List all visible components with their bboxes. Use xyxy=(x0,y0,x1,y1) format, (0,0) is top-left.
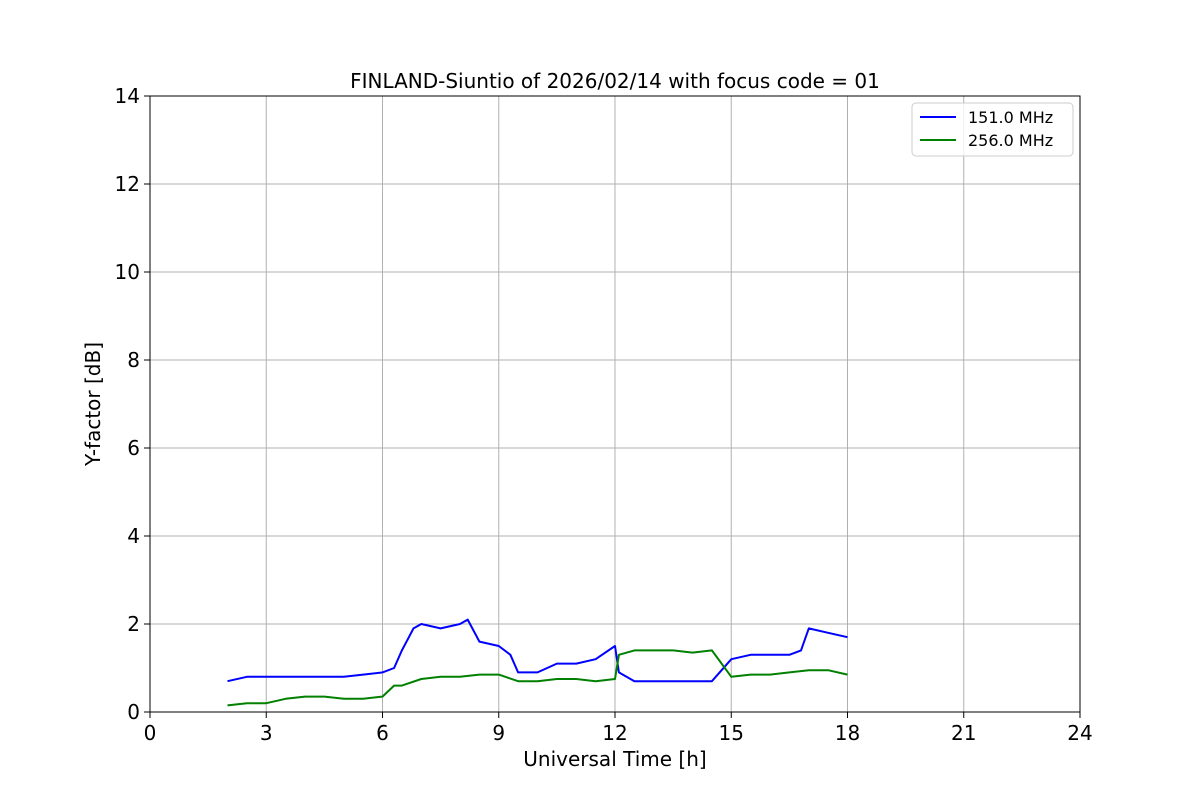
x-tick-label: 6 xyxy=(376,721,389,745)
y-tick-label: 12 xyxy=(115,172,140,196)
y-tick-label: 14 xyxy=(115,84,140,108)
chart-title: FINLAND-Siuntio of 2026/02/14 with focus… xyxy=(350,69,880,93)
x-tick-label: 3 xyxy=(260,721,273,745)
x-tick-label: 15 xyxy=(719,721,744,745)
y-tick-label: 6 xyxy=(127,436,140,460)
series-layer xyxy=(227,618,848,707)
legend-label: 256.0 MHz xyxy=(968,131,1053,150)
legend: 151.0 MHz 256.0 MHz xyxy=(911,102,1074,157)
x-tick-label: 24 xyxy=(1067,721,1092,745)
x-tick-label: 12 xyxy=(602,721,627,745)
x-tick-label: 0 xyxy=(144,721,157,745)
y-tick-label: 8 xyxy=(127,348,140,372)
series-line-1 xyxy=(227,649,848,707)
y-tick-label: 0 xyxy=(127,700,140,724)
legend-label: 151.0 MHz xyxy=(968,108,1053,127)
x-tick-label: 21 xyxy=(951,721,976,745)
y-tick-label: 2 xyxy=(127,612,140,636)
x-tick-label: 18 xyxy=(835,721,860,745)
series-line-0 xyxy=(227,618,848,683)
y-tick-label: 4 xyxy=(127,524,140,548)
y-axis-title: Y-factor [dB] xyxy=(81,342,105,467)
x-axis-title: Universal Time [h] xyxy=(523,747,706,771)
x-tick-label: 9 xyxy=(492,721,505,745)
y-tick-label: 10 xyxy=(115,260,140,284)
